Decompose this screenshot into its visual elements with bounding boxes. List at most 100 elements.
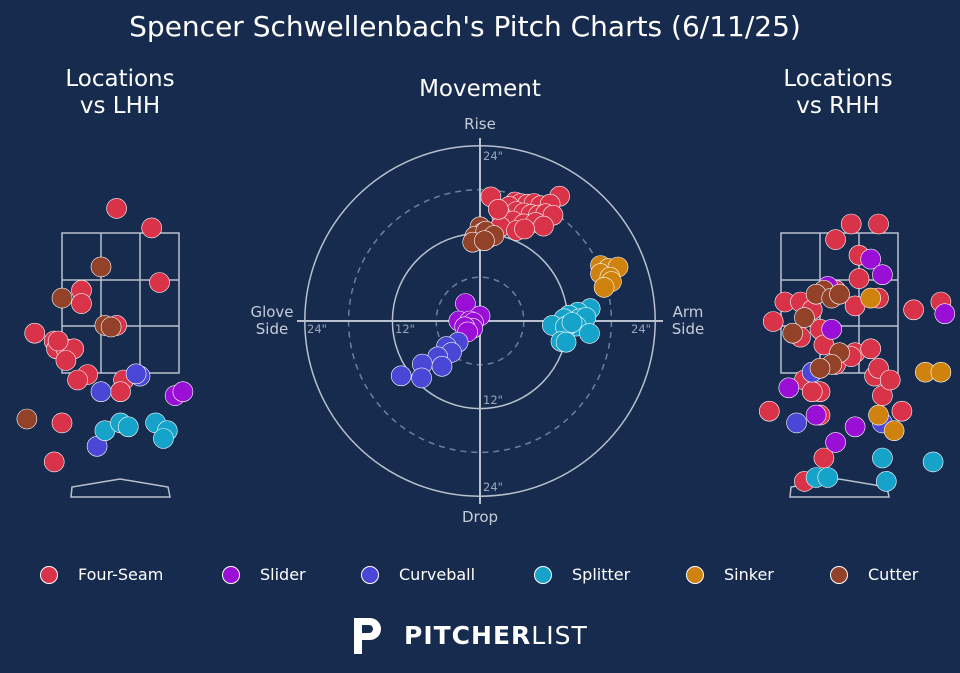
lhh-pitch-point bbox=[90, 381, 112, 403]
lhh-pitch-point bbox=[67, 369, 88, 391]
lhh-title-line2: vs LHH bbox=[79, 93, 161, 119]
rhh-pitch-point bbox=[872, 447, 893, 469]
rhh-title-line1: Locations bbox=[783, 66, 893, 92]
legend-item: Slider bbox=[222, 565, 306, 584]
lhh-pitch-point bbox=[125, 363, 147, 385]
rhh-pitch-point bbox=[801, 381, 823, 403]
lhh-home-plate bbox=[70, 478, 171, 498]
movement-panel-title: Movement bbox=[419, 76, 541, 102]
movement-pitch-point bbox=[474, 230, 495, 251]
legend-marker bbox=[686, 565, 704, 584]
legend-label: Cutter bbox=[868, 565, 919, 584]
lhh-pitch-point bbox=[141, 217, 162, 239]
movement-pitch-point bbox=[487, 199, 509, 220]
rhh-pitch-point bbox=[844, 416, 866, 438]
rhh-pitch-point bbox=[778, 377, 800, 399]
lhh-title-line1: Locations bbox=[65, 66, 175, 92]
lhh-pitch-point bbox=[55, 350, 77, 371]
rhh-pitch-point bbox=[883, 420, 905, 442]
legend-marker bbox=[830, 565, 848, 584]
rhh-pitch-point bbox=[891, 400, 913, 422]
axis-label-drop: Drop bbox=[462, 508, 498, 526]
rhh-pitch-point bbox=[786, 412, 807, 434]
rhh-pitch-point bbox=[817, 467, 839, 488]
lhh-location-plot bbox=[16, 198, 194, 498]
rhh-home-plate bbox=[789, 478, 890, 498]
rhh-pitch-point bbox=[934, 303, 956, 325]
logo-light: LIST bbox=[531, 620, 588, 650]
legend-item: Four-Seam bbox=[40, 565, 163, 584]
rhh-pitch-point bbox=[809, 357, 831, 379]
movement-pitch-point bbox=[579, 323, 600, 344]
movement-pitch-point bbox=[555, 331, 577, 353]
pitcherlist-logo-icon bbox=[354, 618, 381, 654]
lhh-pitch-point bbox=[90, 256, 112, 278]
movement-pitch-point bbox=[390, 365, 412, 387]
legend-item: Curveball bbox=[361, 565, 475, 584]
lhh-points bbox=[16, 198, 194, 473]
lhh-pitch-point bbox=[149, 272, 170, 293]
rhh-pitch-point bbox=[762, 311, 784, 332]
rhh-pitch-point bbox=[829, 283, 850, 305]
axis-label-rise: Rise bbox=[464, 115, 496, 133]
lhh-pitch-point bbox=[153, 428, 174, 449]
ring-label-right: 24" bbox=[631, 322, 651, 336]
ring-label-inner-left: 12" bbox=[395, 322, 415, 336]
lhh-pitch-point bbox=[100, 316, 122, 338]
rhh-pitch-point bbox=[758, 400, 780, 422]
legend: Four-Seam Slider Curveball Splitter Sinker Cu… bbox=[0, 565, 960, 591]
movement-pitch-point bbox=[514, 218, 535, 240]
legend-marker bbox=[222, 565, 240, 584]
lhh-pitch-point bbox=[47, 330, 69, 352]
lhh-panel-title: Locations vs LHH bbox=[40, 66, 200, 120]
logo-bold: PITCHER bbox=[404, 620, 532, 650]
rhh-panel-title: Locations vs RHH bbox=[758, 66, 918, 120]
rhh-pitch-point bbox=[860, 248, 882, 270]
lhh-pitch-point bbox=[51, 412, 73, 434]
legend-item: Sinker bbox=[686, 565, 774, 584]
legend-marker bbox=[40, 565, 58, 584]
rhh-pitch-point bbox=[922, 451, 944, 473]
movement-pitch-point bbox=[533, 215, 554, 237]
lhh-pitch-point bbox=[71, 293, 92, 314]
ring-label-upper: 24" bbox=[483, 149, 503, 163]
legend-item: Cutter bbox=[830, 565, 918, 584]
rhh-pitch-point bbox=[930, 361, 952, 383]
axis-label-glove-2: Side bbox=[256, 320, 288, 338]
rhh-pitch-point bbox=[903, 299, 924, 321]
rhh-pitch-point bbox=[860, 338, 882, 360]
legend-label: Splitter bbox=[572, 565, 631, 584]
rhh-pitch-point bbox=[860, 287, 882, 309]
lhh-pitch-point bbox=[172, 381, 194, 403]
legend-item: Splitter bbox=[534, 565, 630, 584]
chart-title: Spencer Schwellenbach's Pitch Charts (6/… bbox=[129, 10, 801, 43]
lhh-pitch-point bbox=[51, 287, 73, 309]
ring-label-inner-low: 12" bbox=[483, 393, 503, 407]
rhh-pitch-point bbox=[805, 404, 827, 426]
rhh-pitch-point bbox=[868, 213, 889, 235]
rhh-pitch-point bbox=[868, 404, 889, 426]
legend-label: Sinker bbox=[724, 565, 774, 584]
legend-marker bbox=[361, 565, 379, 584]
rhh-pitch-point bbox=[848, 268, 870, 289]
pitcherlist-logo: PITCHERLIST bbox=[352, 614, 588, 656]
movement-pitch-point bbox=[431, 355, 453, 377]
lhh-pitch-point bbox=[43, 451, 65, 473]
rhh-location-plot bbox=[758, 213, 956, 498]
rhh-points bbox=[758, 213, 956, 492]
legend-marker bbox=[534, 565, 552, 584]
movement-pitch-point bbox=[561, 312, 583, 333]
axis-label-arm-1: Arm bbox=[673, 303, 704, 321]
legend-label: Four-Seam bbox=[78, 565, 164, 584]
rhh-pitch-point bbox=[872, 264, 893, 286]
rhh-pitch-point bbox=[840, 213, 862, 235]
rhh-title-line2: vs RHH bbox=[796, 93, 880, 119]
axis-label-glove-1: Glove bbox=[250, 303, 293, 321]
rhh-pitch-point bbox=[879, 369, 901, 391]
movement-plot: Rise Drop Glove Side Arm Side 24" 24" 24… bbox=[250, 115, 704, 526]
lhh-pitch-point bbox=[106, 198, 127, 219]
rhh-pitch-point bbox=[794, 307, 815, 328]
legend-label: Slider bbox=[260, 565, 306, 584]
movement-pitch-point bbox=[411, 367, 432, 389]
